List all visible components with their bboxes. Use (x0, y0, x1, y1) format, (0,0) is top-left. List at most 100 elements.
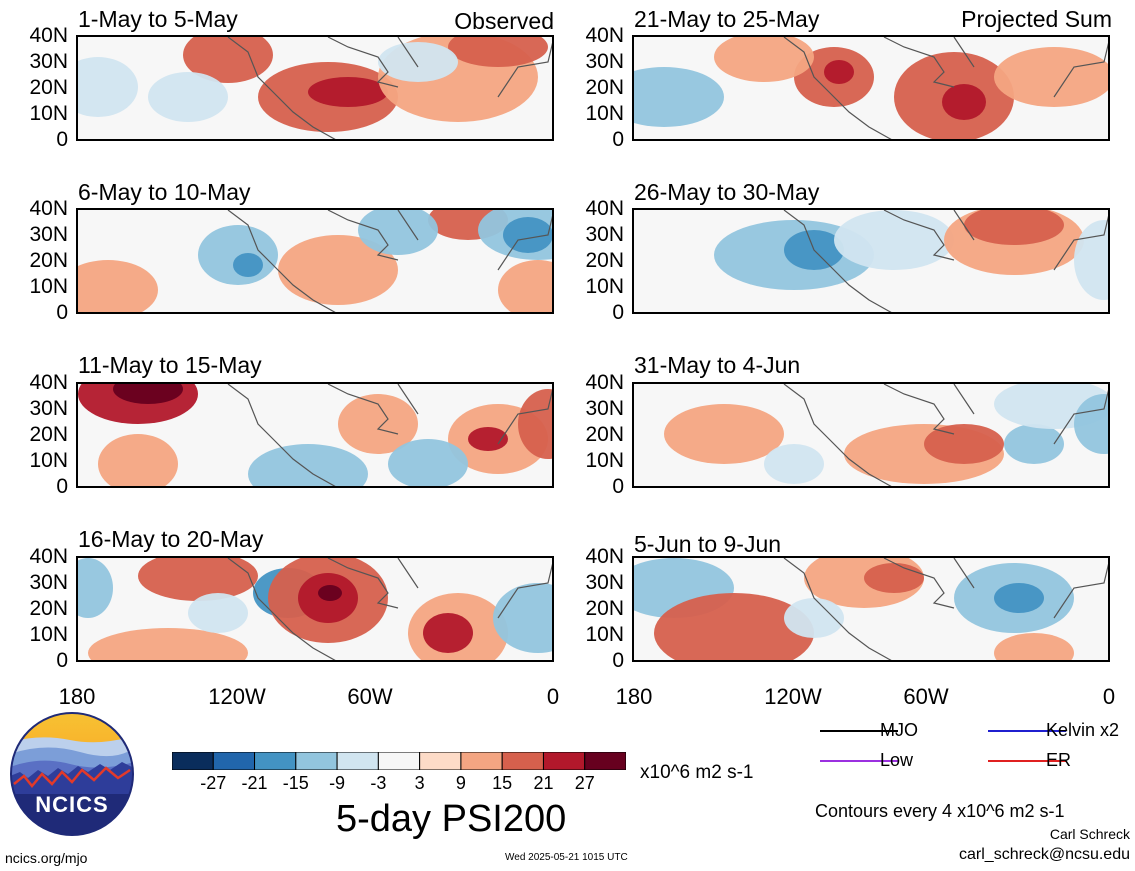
psi-anomaly-blob (518, 389, 552, 459)
psi-anomaly-blob (654, 593, 814, 660)
y-tick-label: 20N (29, 423, 68, 446)
coastline (783, 37, 1108, 139)
panel-tag: Projected Sum (961, 6, 1112, 32)
panel-title: 11-May to 15-May (78, 352, 262, 378)
psi-anomaly-blob (468, 427, 508, 451)
colorbar-swatch (254, 751, 297, 771)
map-panel (632, 208, 1110, 314)
colorbar-tick-label: -27 (200, 773, 227, 793)
y-tick-label: 40N (585, 371, 624, 394)
y-tick-label: 0 (612, 128, 624, 151)
y-tick-label: 40N (585, 197, 624, 220)
coastline (227, 210, 552, 312)
y-tick-label: 0 (56, 475, 68, 498)
psi-anomaly-blob (864, 563, 924, 593)
website-link[interactable]: ncics.org/mjo (5, 850, 88, 866)
coastline (227, 37, 552, 139)
psi-anomaly-blob (784, 598, 844, 638)
y-tick-label: 10N (29, 623, 68, 646)
map-panel (632, 382, 1110, 488)
author-name: Carl Schreck (1049, 826, 1130, 842)
colorbar-swatch (336, 751, 379, 771)
colorbar-swatch (542, 751, 586, 771)
psi-anomaly-blob (78, 558, 113, 618)
panel-title: 31-May to 4-Jun (634, 352, 801, 378)
psi-anomaly-blob (1074, 220, 1108, 300)
legend-kelvin-label: Kelvin x2 (1046, 720, 1120, 740)
y-tick-label: 30N (29, 50, 68, 73)
psi-anomaly-blob (498, 260, 552, 312)
legend-er-line (988, 760, 1066, 762)
coastline (783, 210, 1108, 312)
y-tick-label: 0 (612, 301, 624, 324)
psi-anomaly-blob (924, 424, 1004, 464)
panel-title: 5-Jun to 9-Jun (634, 531, 782, 557)
colorbar-tick-label: 3 (414, 773, 425, 793)
map-panel (76, 35, 554, 141)
panel-title: 26-May to 30-May (634, 179, 820, 205)
y-tick-label: 30N (29, 571, 68, 594)
y-tick-label: 10N (29, 449, 68, 472)
y-tick-label: 20N (585, 597, 624, 620)
colorbar-tick-label: 27 (574, 773, 595, 793)
legend-kelvin-line (988, 730, 1066, 732)
psi-anomaly-blob (664, 404, 784, 464)
legend-mjo-label: MJO (880, 720, 918, 740)
panel-title: 1-May to 5-May (78, 6, 238, 32)
x-tick-label: 180 (615, 684, 653, 709)
map-field (634, 384, 1108, 486)
psi-anomaly-blob (188, 593, 248, 633)
colorbar-tick-label: -9 (329, 773, 346, 793)
colorbar-tick-label: 9 (455, 773, 466, 793)
y-tick-label: 0 (612, 475, 624, 498)
psi-anomaly-blob (994, 47, 1108, 107)
psi-anomaly-blob (764, 444, 824, 484)
y-tick-label: 30N (585, 397, 624, 420)
y-tick-label: 0 (612, 649, 624, 672)
psi-anomaly-blob (378, 42, 458, 82)
map-panel (76, 382, 554, 488)
psi-anomaly-blob (942, 84, 986, 120)
ncics-logo[interactable]: NCICS (10, 712, 134, 836)
psi-anomaly-blob (834, 210, 954, 270)
psi-anomaly-blob (278, 235, 398, 305)
psi-anomaly-blob (634, 67, 724, 127)
psi-anomaly-blob (248, 444, 368, 486)
colorbar-swatch (377, 751, 421, 771)
y-tick-label: 40N (29, 371, 68, 394)
coastline (227, 558, 552, 660)
psi-anomaly-blob (318, 585, 342, 601)
x-tick-label: 180 (58, 684, 96, 709)
psi-anomaly-blob (148, 72, 228, 122)
y-tick-label: 10N (585, 275, 624, 298)
colorbar-units: x10^6 m2 s-1 (640, 762, 754, 783)
colorbar-tick-label: 21 (533, 773, 554, 793)
y-tick-label: 10N (585, 449, 624, 472)
x-tick-label: 60W (903, 684, 949, 709)
y-tick-label: 0 (56, 128, 68, 151)
psi-anomaly-blob (98, 434, 178, 486)
psi-anomaly-blob (88, 628, 248, 660)
colorbar-tick-label: -3 (370, 773, 387, 793)
y-tick-label: 10N (585, 102, 624, 125)
map-panel (76, 208, 554, 314)
colorbar-swatch (501, 751, 544, 771)
psi-anomaly-blob (138, 558, 258, 601)
colorbar-swatch (295, 751, 338, 771)
y-tick-label: 40N (29, 545, 68, 568)
y-tick-label: 10N (29, 102, 68, 125)
y-tick-label: 0 (56, 301, 68, 324)
logo-text: NCICS (35, 792, 109, 817)
colorbar-swatch (460, 751, 503, 771)
y-tick-label: 30N (585, 223, 624, 246)
panel-title: 6-May to 10-May (78, 179, 251, 205)
coastline (227, 384, 552, 486)
psi-anomaly-blob (183, 37, 273, 83)
y-tick-label: 20N (585, 423, 624, 446)
psi-anomaly-blob (358, 210, 438, 255)
author-email[interactable]: carl_schreck@ncsu.edu (959, 846, 1130, 863)
map-field (634, 210, 1108, 312)
psi-anomaly-blob (493, 583, 552, 653)
colorbar-swatch (584, 751, 627, 771)
map-field (634, 558, 1108, 660)
